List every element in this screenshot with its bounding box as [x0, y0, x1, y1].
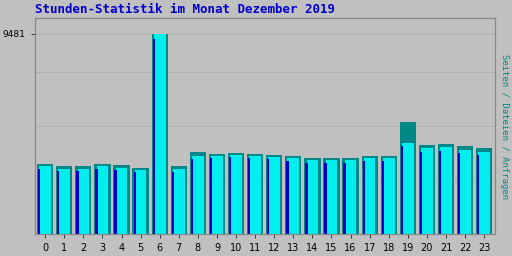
- Bar: [267, 159, 269, 234]
- Bar: [152, 34, 168, 234]
- Bar: [401, 146, 403, 234]
- Bar: [285, 156, 302, 234]
- Text: Stunden-Statistik im Monat Dezember 2019: Stunden-Statistik im Monat Dezember 2019: [35, 3, 335, 16]
- Bar: [421, 148, 433, 234]
- Y-axis label: Seiten / Dateien / Anfragen: Seiten / Dateien / Anfragen: [500, 54, 509, 199]
- Bar: [97, 166, 108, 234]
- Bar: [56, 166, 72, 234]
- Bar: [400, 122, 416, 234]
- Bar: [440, 147, 452, 234]
- Bar: [478, 152, 490, 234]
- Bar: [249, 156, 261, 234]
- Bar: [173, 169, 185, 234]
- Bar: [192, 156, 204, 234]
- Bar: [380, 156, 397, 234]
- Bar: [420, 152, 422, 234]
- Bar: [266, 155, 282, 234]
- Bar: [228, 153, 244, 234]
- Bar: [247, 154, 263, 234]
- Bar: [153, 39, 155, 234]
- Bar: [459, 150, 471, 234]
- Bar: [381, 161, 384, 234]
- Bar: [135, 170, 146, 234]
- Bar: [229, 157, 231, 234]
- Bar: [286, 161, 288, 234]
- Bar: [77, 169, 89, 234]
- Bar: [305, 163, 308, 234]
- Bar: [211, 156, 223, 234]
- Bar: [324, 158, 339, 234]
- Bar: [38, 169, 40, 234]
- Bar: [343, 158, 359, 234]
- Bar: [95, 169, 98, 234]
- Bar: [477, 155, 479, 234]
- Bar: [114, 165, 130, 234]
- Bar: [457, 146, 473, 234]
- Bar: [345, 160, 356, 234]
- Bar: [190, 152, 206, 234]
- Bar: [230, 155, 242, 234]
- Bar: [304, 158, 321, 234]
- Bar: [75, 166, 92, 234]
- Bar: [362, 161, 365, 234]
- Bar: [364, 158, 375, 234]
- Bar: [115, 170, 117, 234]
- Bar: [344, 163, 346, 234]
- Bar: [287, 158, 299, 234]
- Bar: [76, 171, 78, 234]
- Bar: [37, 164, 53, 234]
- Bar: [170, 166, 187, 234]
- Bar: [172, 172, 174, 234]
- Bar: [154, 34, 165, 234]
- Bar: [383, 158, 395, 234]
- Bar: [325, 163, 327, 234]
- Bar: [476, 148, 492, 234]
- Bar: [210, 158, 212, 234]
- Bar: [57, 171, 59, 234]
- Bar: [419, 145, 435, 234]
- Bar: [361, 156, 378, 234]
- Bar: [116, 167, 127, 234]
- Bar: [307, 160, 318, 234]
- Bar: [248, 158, 250, 234]
- Bar: [439, 151, 441, 234]
- Bar: [134, 172, 136, 234]
- Bar: [39, 166, 51, 234]
- Bar: [58, 169, 70, 234]
- Bar: [133, 167, 148, 234]
- Bar: [402, 143, 414, 234]
- Bar: [209, 154, 225, 234]
- Bar: [438, 144, 454, 234]
- Bar: [191, 159, 193, 234]
- Bar: [268, 157, 280, 234]
- Bar: [326, 160, 337, 234]
- Bar: [94, 164, 111, 234]
- Bar: [458, 153, 460, 234]
